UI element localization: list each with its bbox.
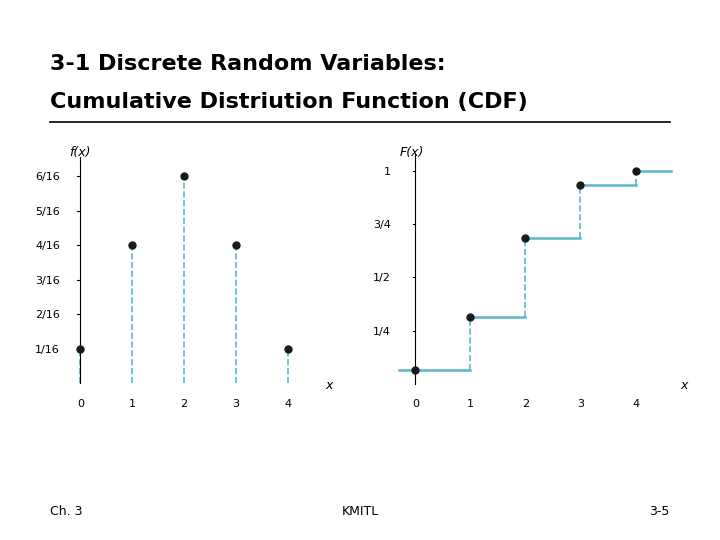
Text: f(x): f(x) <box>69 146 91 159</box>
Text: x: x <box>325 379 333 392</box>
Text: 3-1 Discrete Random Variables:: 3-1 Discrete Random Variables: <box>50 54 446 74</box>
Text: F(x): F(x) <box>400 146 424 159</box>
Text: 3-5: 3-5 <box>649 505 670 518</box>
Text: KMITL: KMITL <box>341 505 379 518</box>
Text: Ch. 3: Ch. 3 <box>50 505 83 518</box>
Text: Cumulative Distriution Function (CDF): Cumulative Distriution Function (CDF) <box>50 92 528 112</box>
Text: x: x <box>680 379 688 392</box>
